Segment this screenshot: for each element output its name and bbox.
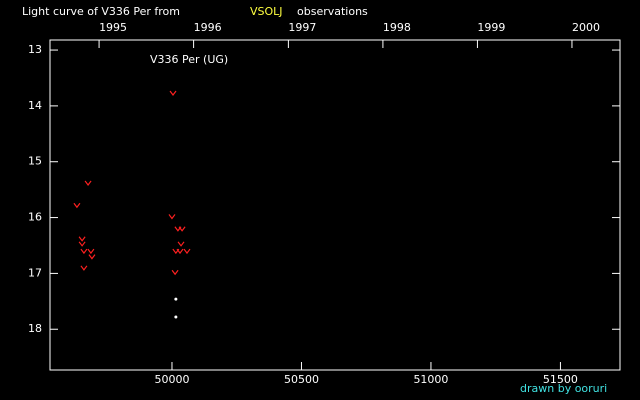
observation-mark <box>174 297 178 301</box>
y-tick-label: 16 <box>28 211 42 224</box>
x2-tick-label: 1999 <box>477 21 505 34</box>
chart-title: Light curve of V336 Per from <box>22 5 180 18</box>
y-tick-label: 18 <box>28 322 42 335</box>
y-tick-label: 15 <box>28 155 42 168</box>
x-tick-label: 51500 <box>543 373 578 386</box>
x2-tick-label: 1996 <box>194 21 222 34</box>
upper-limit-mark <box>171 269 179 276</box>
x2-tick-label: 1997 <box>288 21 316 34</box>
upper-limit-mark <box>78 241 86 247</box>
upper-limit-mark <box>88 254 96 260</box>
upper-limit-mark <box>73 202 81 209</box>
upper-limit-mark <box>176 248 184 255</box>
upper-limit-mark <box>168 214 176 220</box>
chart-title-suffix: observations <box>297 5 368 18</box>
annotation: V336 Per (UG) <box>150 53 228 66</box>
chart-title-source: VSOLJ <box>250 5 283 18</box>
upper-limit-mark <box>87 248 95 255</box>
x2-tick-label: 1995 <box>99 21 127 34</box>
upper-limit-mark <box>169 90 177 97</box>
y-tick-label: 17 <box>28 266 42 279</box>
upper-limit-mark <box>178 226 186 232</box>
upper-limit-mark <box>78 236 86 242</box>
y-tick-label: 13 <box>28 43 42 56</box>
upper-limit-mark <box>80 265 88 271</box>
x2-tick-label: 1998 <box>383 21 411 34</box>
plot-frame <box>49 39 621 371</box>
credit: drawn by ooruri <box>520 382 607 395</box>
y-tick-label: 14 <box>28 99 42 112</box>
upper-limit-mark <box>84 180 92 186</box>
upper-limit-mark <box>80 248 88 255</box>
x-tick-label: 50500 <box>284 373 319 386</box>
upper-limit-mark <box>183 248 191 255</box>
upper-limit-mark <box>177 241 185 247</box>
x-tick-label: 50000 <box>154 373 189 386</box>
x2-tick-label: 2000 <box>572 21 600 34</box>
observation-mark <box>174 315 178 319</box>
x-tick-label: 51000 <box>413 373 448 386</box>
